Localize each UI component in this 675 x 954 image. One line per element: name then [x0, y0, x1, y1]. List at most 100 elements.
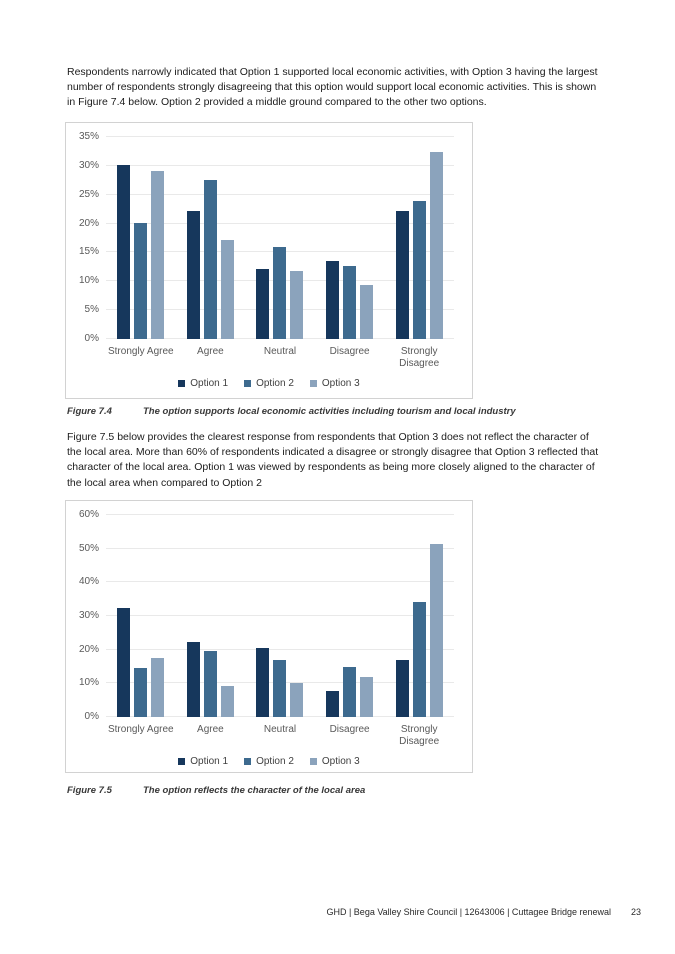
paragraph-line: character of the local area. Option 1 wa… [67, 461, 595, 474]
gridline [106, 514, 454, 515]
bar-option-1 [326, 261, 340, 339]
x-category-label: Neutral [263, 346, 297, 357]
legend-swatch-icon [244, 380, 252, 387]
chart-legend: Option 1 Option 2 Option 3 [66, 378, 472, 389]
bar-group [245, 137, 315, 339]
y-axis-tick-label: 20% [78, 643, 99, 655]
figure-caption-text: The option reflects the character of the… [143, 785, 366, 796]
bar-option-2 [203, 180, 217, 339]
bar-group [245, 515, 315, 717]
y-axis-tick-label: 10% [78, 677, 99, 689]
paragraph-line: Figure 7.5 below provides the clearest r… [67, 431, 589, 443]
bar-option-3 [151, 658, 165, 717]
legend-item: Option 2 [244, 378, 294, 389]
gridline [106, 222, 454, 224]
figure-7-4-caption: Figure 7.4 The option supports local econ… [67, 406, 619, 417]
page-footer: GHD | Bega Valley Shire Council | 126430… [326, 907, 641, 917]
bar-option-2 [134, 223, 148, 339]
legend-item: Option 1 [178, 378, 228, 389]
y-axis-tick-label: 35% [78, 131, 99, 142]
gridline [106, 581, 454, 583]
y-axis-tick-label: 5% [84, 304, 99, 316]
bar-option-2 [134, 667, 148, 717]
bar-option-3 [220, 239, 234, 339]
bar-group [176, 515, 246, 717]
bar-option-1 [186, 210, 200, 339]
legend-swatch-icon [309, 380, 317, 387]
legend-label: Option 2 [256, 756, 294, 767]
legend-item: Option 3 [309, 378, 360, 389]
bar-option-2 [273, 659, 287, 717]
bar-option-1 [326, 690, 340, 717]
legend-label: Option 3 [321, 756, 360, 767]
gridline [106, 164, 454, 166]
bar-groups [106, 515, 454, 717]
legend-label: Option 1 [190, 756, 229, 767]
bar-option-1 [256, 647, 270, 717]
paragraph-character-local-area: Figure 7.5 below provides the clearest r… [67, 430, 619, 491]
bar-option-3 [290, 270, 304, 339]
paragraph-economic-activities: Respondents narrowly indicated that Opti… [67, 65, 619, 111]
x-category-label: Strongly Disagree [399, 724, 440, 747]
bar-group [384, 515, 454, 717]
x-axis-labels: Strongly Agree Agree Neutral Disagree Strong… [106, 346, 454, 370]
bar-group [315, 515, 385, 717]
bar-option-1 [395, 660, 409, 717]
x-category-label: Agree [197, 724, 224, 735]
bar-option-2 [412, 201, 426, 339]
paragraph-line: Respondents narrowly indicated that Opti… [67, 66, 598, 78]
legend-item: Option 2 [244, 756, 294, 767]
legend-item: Option 3 [309, 756, 360, 767]
bar-option-2 [343, 266, 357, 339]
gridline [106, 547, 454, 549]
bar-option-3 [429, 543, 443, 717]
bar-option-1 [186, 642, 200, 717]
gridline [106, 615, 454, 616]
bar-option-1 [117, 607, 131, 717]
footer-text: GHD | Bega Valley Shire Council | 126430… [326, 907, 611, 917]
x-category-label: Agree [197, 346, 224, 357]
bar-group [106, 137, 176, 339]
bar-option-1 [395, 210, 409, 339]
x-category-label: Strongly Disagree [399, 346, 440, 369]
bar-group [106, 515, 176, 717]
gridline [106, 193, 454, 195]
x-category-label: Neutral [263, 724, 297, 735]
bar-group [315, 137, 385, 339]
x-category-label: Strongly Agree [107, 724, 174, 735]
y-axis-tick-label: 0% [84, 333, 99, 344]
legend-label: Option 3 [321, 378, 360, 389]
legend-item: Option 1 [178, 756, 228, 767]
bar-option-1 [117, 165, 131, 339]
y-axis-tick-label: 0% [84, 711, 99, 722]
x-category-label: Disagree [329, 346, 370, 357]
bar-option-3 [151, 171, 165, 339]
figure-7-5-chart: 0% 10% 20% 30% 40% 50% 60% Strongly Agree Agree… [65, 500, 473, 773]
bar-option-3 [220, 686, 234, 717]
y-axis-tick-label: 25% [78, 188, 99, 200]
legend-swatch-icon [309, 758, 317, 765]
plot-area: 0% 5% 10% 15% 20% 25% 30% 35% [79, 132, 454, 344]
paragraph-line: number of respondents strongly disagreei… [67, 81, 597, 94]
chart-legend: Option 1 Option 2 Option 3 [66, 756, 472, 767]
bar-group [384, 137, 454, 339]
legend-swatch-icon [178, 380, 186, 387]
x-category-label: Disagree [329, 724, 370, 735]
paragraph-line: the local area. More than 60% of respond… [67, 446, 599, 459]
bar-option-2 [412, 602, 426, 717]
y-axis-tick-label: 60% [78, 509, 99, 520]
bar-option-2 [203, 651, 217, 717]
y-axis-tick-label: 30% [78, 159, 99, 171]
y-axis-tick-label: 30% [78, 610, 99, 621]
bar-groups [106, 137, 454, 339]
paragraph-line: the local area when compared to Option 2 [67, 476, 262, 489]
gridline [106, 136, 454, 137]
bar-option-3 [290, 682, 304, 717]
figure-7-5-caption: Figure 7.5 The option reflects the charac… [67, 785, 619, 796]
figure-7-4-chart: 0% 5% 10% 15% 20% 25% 30% 35% Strongly Agree Agr… [65, 122, 473, 399]
x-axis-labels: Strongly Agree Agree Neutral Disagree Strong… [106, 724, 454, 748]
bar-option-3 [360, 284, 374, 339]
y-axis-tick-label: 10% [78, 275, 99, 287]
figure-label: Figure 7.5 [67, 785, 112, 796]
